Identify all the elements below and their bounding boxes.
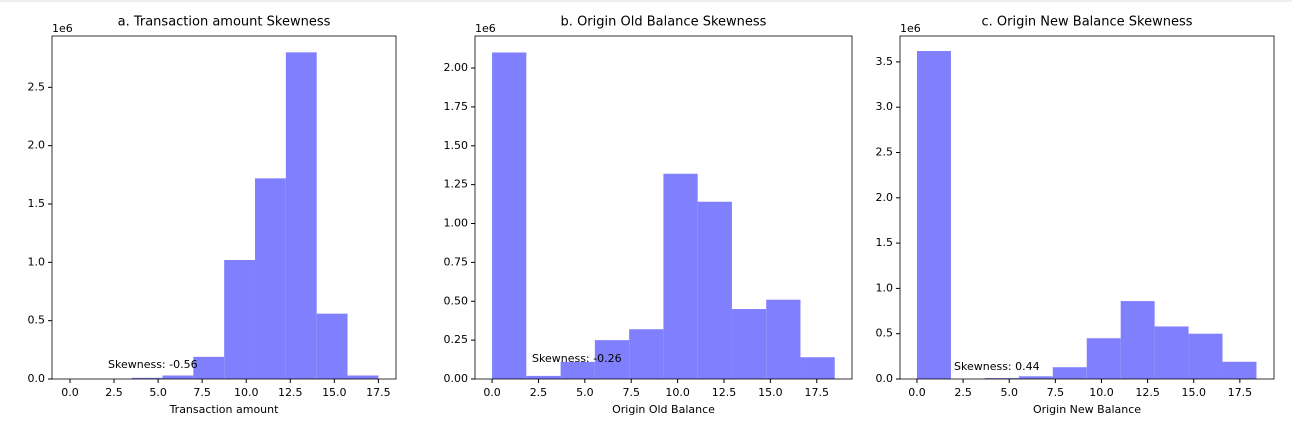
bar	[526, 375, 561, 379]
chart-title: b. Origin Old Balance Skewness	[561, 15, 767, 30]
y-tick-label: 1.0	[28, 255, 46, 268]
axes-frame	[474, 35, 853, 380]
bar	[594, 340, 630, 379]
x-tick-label: 5.0	[576, 386, 594, 399]
y-tick-label: 2.0	[876, 191, 894, 204]
axes-frame	[899, 35, 1275, 380]
y-tick-label: 2.5	[28, 80, 46, 93]
bar	[697, 201, 732, 379]
y-tick-label: 0.75	[444, 255, 469, 268]
y-tick-label: 1.75	[444, 100, 469, 113]
bar	[162, 375, 194, 379]
y-tick-label: 3.5	[876, 55, 894, 68]
annotation: Skewness: -0.56	[108, 358, 198, 371]
y-tick-label: 1.5	[876, 236, 894, 249]
bar	[916, 51, 951, 379]
x-tick-label: 12.5	[712, 386, 737, 399]
y-tick-label: 2.5	[876, 146, 894, 159]
y-tick-label: 0.5	[28, 314, 46, 327]
bar	[492, 52, 527, 379]
bar	[255, 178, 286, 379]
x-tick-label: 15.0	[758, 386, 783, 399]
x-axis-label: Origin New Balance	[1033, 403, 1141, 416]
bar	[1154, 326, 1189, 379]
offset-label: 1e6	[475, 22, 496, 35]
bar	[131, 377, 163, 379]
bar	[731, 309, 767, 379]
x-tick-label: 12.5	[1135, 386, 1160, 399]
y-tick-label: 2.00	[444, 61, 469, 74]
y-tick-label: 1.0	[876, 281, 894, 294]
bar	[1188, 333, 1223, 379]
x-tick-label: 2.5	[105, 386, 123, 399]
y-tick-label: 0.00	[444, 372, 469, 385]
x-tick-label: 10.0	[665, 386, 690, 399]
x-tick-label: 0.0	[908, 386, 926, 399]
y-tick-label: 0.50	[444, 294, 469, 307]
x-tick-label: 10.0	[234, 386, 259, 399]
x-tick-label: 17.5	[1228, 386, 1253, 399]
bar	[1222, 361, 1257, 379]
bar	[629, 329, 664, 379]
bar	[766, 299, 801, 379]
x-tick-label: 15.0	[322, 386, 347, 399]
x-tick-label: 7.5	[193, 386, 211, 399]
x-tick-label: 0.0	[61, 386, 79, 399]
bar	[224, 260, 256, 379]
y-tick-label: 1.50	[444, 139, 469, 152]
bar	[1052, 367, 1087, 379]
y-tick-label: 1.5	[28, 197, 46, 210]
x-tick-label: 15.0	[1181, 386, 1206, 399]
x-tick-label: 12.5	[278, 386, 303, 399]
y-tick-label: 2.0	[28, 139, 46, 152]
bar	[663, 173, 698, 379]
x-axis-label: Transaction amount	[169, 403, 280, 416]
x-tick-label: 2.5	[530, 386, 548, 399]
y-tick-label: 0.0	[28, 372, 46, 385]
chart-title: c. Origin New Balance Skewness	[981, 15, 1192, 30]
y-tick-label: 0.5	[876, 327, 894, 340]
y-tick-label: 1.00	[444, 217, 469, 230]
chart-title: a. Transaction amount Skewness	[118, 15, 331, 30]
y-tick-label: 0.25	[444, 333, 469, 346]
bar	[316, 313, 348, 379]
axes-frame	[51, 35, 397, 380]
bar	[800, 357, 835, 379]
x-tick-label: 5.0	[149, 386, 167, 399]
offset-label: 1e6	[52, 22, 73, 35]
x-tick-label: 7.5	[1047, 386, 1065, 399]
bar	[984, 378, 1019, 379]
x-axis-label: Origin Old Balance	[612, 403, 715, 416]
annotation: Skewness: 0.44	[954, 360, 1040, 373]
x-tick-label: 17.5	[366, 386, 391, 399]
x-tick-label: 0.0	[483, 386, 501, 399]
x-tick-label: 2.5	[954, 386, 972, 399]
y-tick-label: 1.25	[444, 178, 469, 191]
y-tick-label: 3.0	[876, 100, 894, 113]
offset-label: 1e6	[900, 22, 921, 35]
x-tick-label: 5.0	[1000, 386, 1018, 399]
bar	[1018, 376, 1053, 379]
annotation: Skewness: -0.26	[532, 352, 622, 365]
bar	[1086, 338, 1121, 379]
bar	[193, 356, 225, 379]
bar	[347, 375, 379, 379]
x-tick-label: 7.5	[622, 386, 640, 399]
bar	[285, 52, 317, 379]
bar	[560, 361, 595, 379]
y-tick-label: 0.0	[876, 372, 894, 385]
x-tick-label: 10.0	[1089, 386, 1114, 399]
x-tick-label: 17.5	[804, 386, 829, 399]
bar	[1120, 301, 1155, 379]
